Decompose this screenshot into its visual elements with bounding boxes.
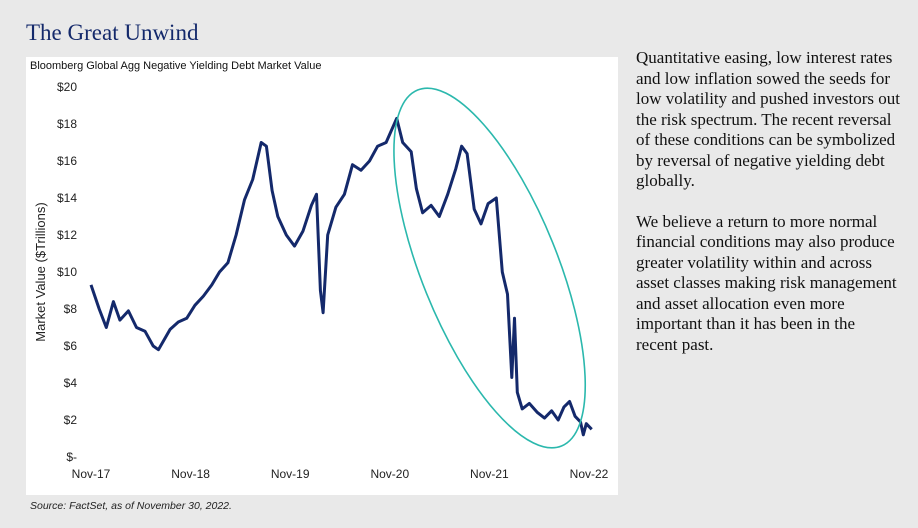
y-tick-label: $- — [66, 450, 77, 464]
chart-panel — [26, 57, 618, 495]
x-tick-label: Nov-19 — [271, 467, 310, 481]
slide-title: The Great Unwind — [26, 20, 199, 45]
commentary: Quantitative easing, low interest rates … — [636, 48, 900, 375]
y-tick-label: $8 — [64, 302, 78, 316]
source-note: Source: FactSet, as of November 30, 2022… — [30, 500, 232, 512]
x-tick-label: Nov-20 — [370, 467, 409, 481]
x-tick-label: Nov-18 — [171, 467, 210, 481]
y-tick-label: $18 — [57, 117, 77, 131]
y-axis-ticks: $20 $18 $16 $14 $12 $10 $8 $6 $4 $2 $- — [57, 80, 77, 464]
series-line — [89, 116, 593, 437]
y-tick-label: $16 — [57, 154, 77, 168]
y-tick-label: $20 — [57, 80, 77, 94]
x-tick-label: Nov-17 — [72, 467, 111, 481]
y-tick-label: $4 — [64, 376, 78, 390]
y-axis-label: Market Value ($Trillions) — [33, 202, 48, 341]
highlight-ellipse — [393, 87, 587, 449]
y-tick-label: $2 — [64, 413, 78, 427]
x-tick-label: Nov-21 — [470, 467, 509, 481]
y-tick-label: $12 — [57, 228, 77, 242]
y-tick-label: $10 — [57, 265, 77, 279]
x-tick-label: Nov-22 — [570, 467, 609, 481]
chart-title: Bloomberg Global Agg Negative Yielding D… — [30, 60, 322, 72]
y-tick-label: $14 — [57, 191, 77, 205]
x-axis-ticks: Nov-17 Nov-18 Nov-19 Nov-20 Nov-21 Nov-22 — [72, 467, 609, 481]
y-tick-label: $6 — [64, 339, 78, 353]
commentary-paragraph: We believe a return to more normal finan… — [636, 211, 897, 354]
commentary-paragraph: Quantitative easing, low interest rates … — [636, 48, 900, 190]
